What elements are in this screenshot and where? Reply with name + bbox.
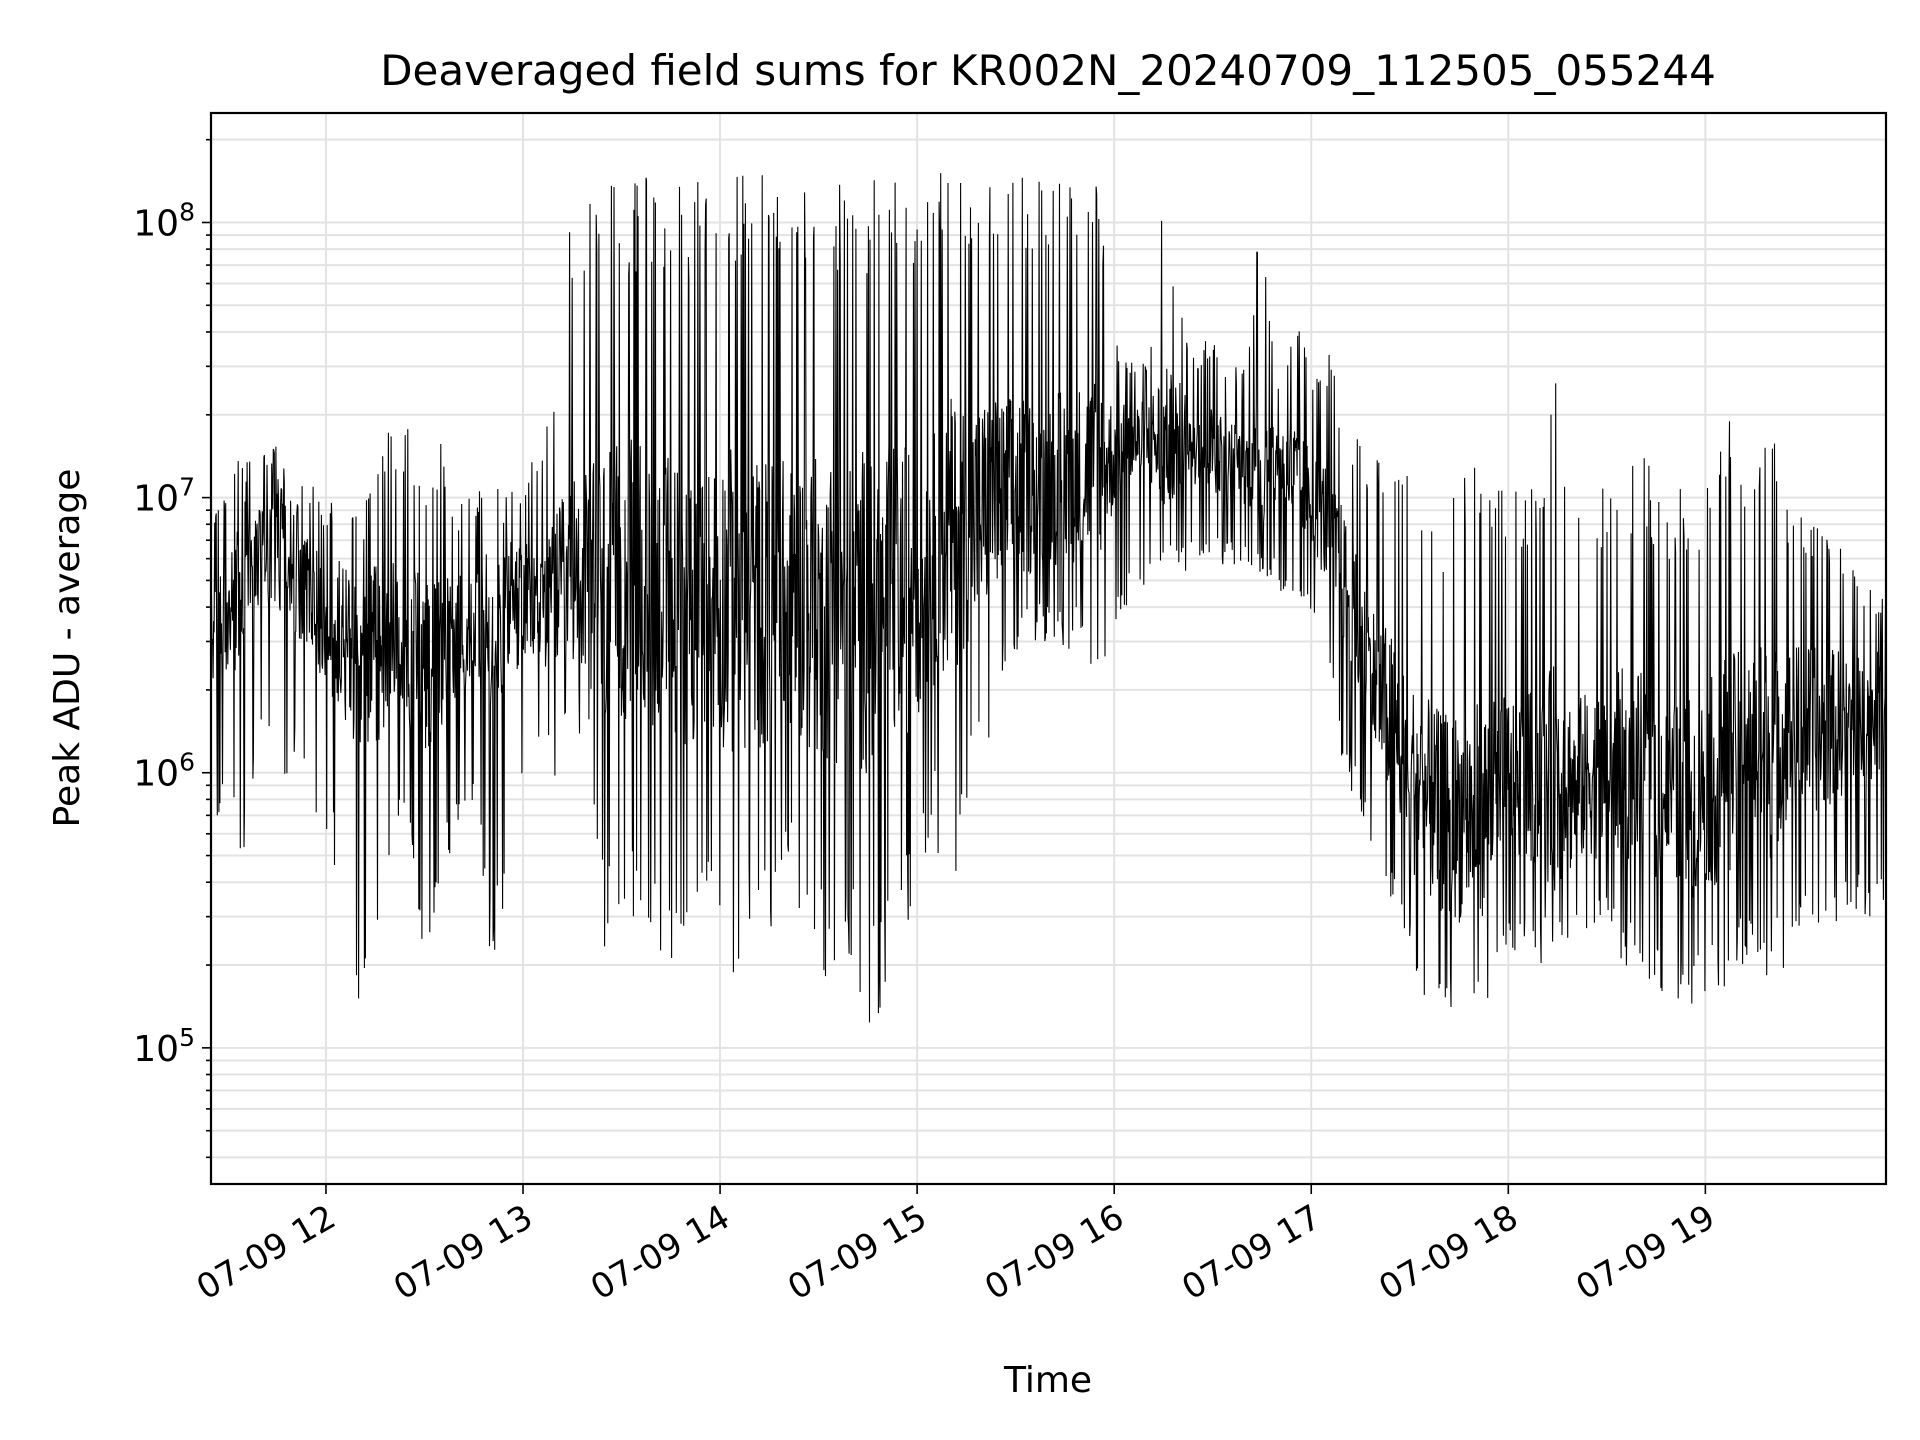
y-tick-label: 108 — [133, 197, 195, 244]
y-tick-label: 105 — [133, 1023, 195, 1070]
y-axis-label: Peak ADU - average — [47, 469, 88, 828]
chart-title: Deaveraged field sums for KR002N_2024070… — [380, 46, 1716, 95]
data-series-layer — [210, 173, 1887, 1023]
series-line — [210, 173, 1887, 1023]
plot-area — [209, 111, 1888, 1186]
y-tick-label: 107 — [133, 473, 195, 520]
x-axis-label: Time — [1003, 1360, 1092, 1401]
y-axis: 105 106 107 108 — [133, 138, 211, 1159]
plot-frame — [209, 111, 1888, 1186]
y-tick-label: 106 — [133, 748, 195, 795]
